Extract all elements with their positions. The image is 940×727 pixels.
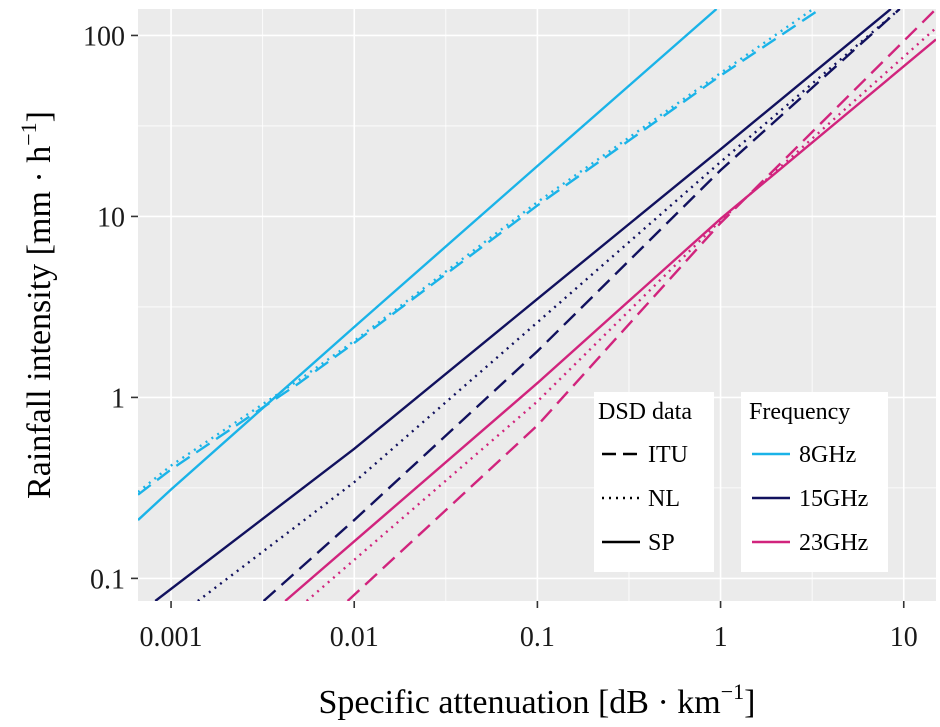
legend-label-sp: SP <box>648 530 675 556</box>
y-tick-label: 100 <box>83 21 125 52</box>
x-tick-label: 0.001 <box>140 622 203 653</box>
series-line-15ghz-sp <box>154 9 892 601</box>
legend-label-15ghz: 15GHz <box>799 486 868 512</box>
y-axis-title: Rainfall intensity [mm · h−1] <box>16 111 58 499</box>
legend-label-itu: ITU <box>648 442 688 468</box>
y-axis-title-close: ] <box>21 111 58 122</box>
series-line-23ghz-itu <box>346 9 936 601</box>
x-axis-title-main: Specific attenuation [dB · km <box>319 684 721 721</box>
legend-linetype-title: DSD data <box>598 399 692 425</box>
series-line-8ghz-itu <box>138 9 821 496</box>
series-group <box>138 9 936 601</box>
x-tick-label: 0.01 <box>330 622 379 653</box>
legend-label-8ghz: 8GHz <box>799 442 856 468</box>
x-axis-title: Specific attenuation [dB · km−1] <box>319 679 756 721</box>
x-tick-label: 10 <box>890 622 918 653</box>
legend-frequency-title: Frequency <box>749 399 850 425</box>
y-tick-label: 1 <box>111 383 125 414</box>
x-tick-label: 1 <box>714 622 728 653</box>
x-axis-title-sup: −1 <box>721 679 744 704</box>
legend-label-nl: NL <box>648 486 680 512</box>
y-axis-title-sup: −1 <box>16 122 41 145</box>
legend-color-items: 8GHz 15GHz 23GHz <box>752 442 868 556</box>
x-axis-title-close: ] <box>744 684 755 721</box>
legend-linetype-items: ITU NL SP <box>602 442 688 556</box>
series-line-23ghz-nl <box>305 27 936 601</box>
legend-label-23ghz: 23GHz <box>799 530 868 556</box>
legend: DSD data Frequency ITU NL SP 8GHz 15GHz 23GH… <box>594 392 888 572</box>
y-axis-ticks: 0.1 1 10 100 <box>83 21 138 595</box>
series-line-8ghz-nl <box>138 9 814 493</box>
y-tick-label: 0.1 <box>90 564 125 595</box>
series-line-23ghz-sp <box>284 38 936 601</box>
x-tick-label: 0.1 <box>520 622 555 653</box>
y-axis-title-main: Rainfall intensity [mm · h <box>21 146 58 499</box>
y-tick-label: 10 <box>97 202 125 233</box>
series-line-15ghz-itu <box>262 9 901 601</box>
x-axis-ticks: 0.001 0.01 0.1 1 10 <box>140 601 918 653</box>
series-line-8ghz-sp <box>138 9 718 521</box>
